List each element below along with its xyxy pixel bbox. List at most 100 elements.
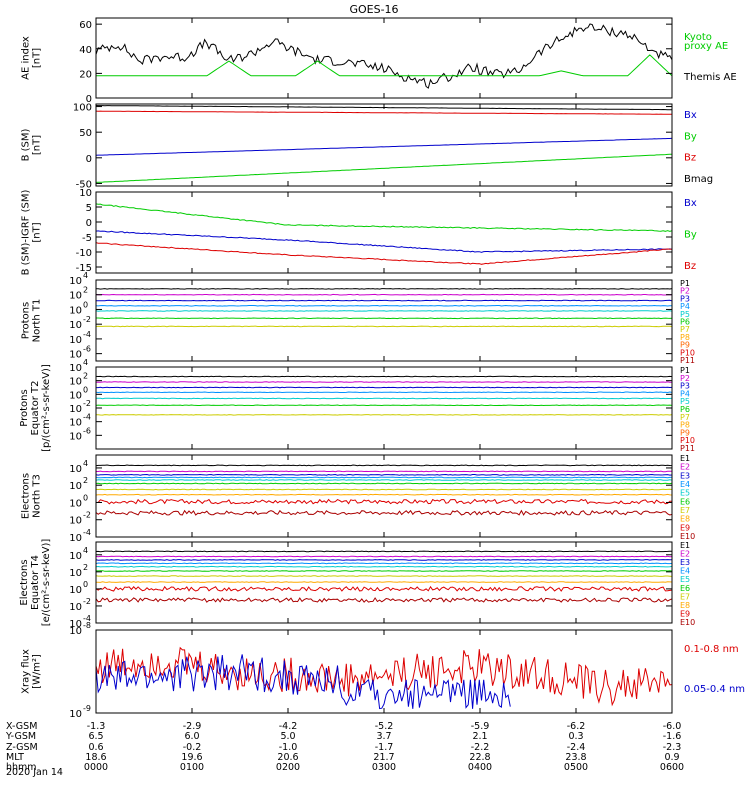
ytick-label: 10 <box>69 568 82 579</box>
legend-Bx: Bx <box>684 110 697 121</box>
plot-area-enorth <box>96 464 672 516</box>
ylabel-line: Protons <box>21 302 32 339</box>
ytick-label: 10 <box>69 551 82 562</box>
footer-value: 21.7 <box>373 752 394 763</box>
footer-value: 6.0 <box>184 731 199 742</box>
series-pequator-P5 <box>96 397 672 400</box>
series-enorth-E2 <box>96 470 672 473</box>
series-eequator-E10 <box>96 597 672 603</box>
series-bigrf-By <box>96 203 672 232</box>
ytick-label: 0 <box>86 94 92 105</box>
ytick-label: 10 <box>69 276 82 287</box>
legend-E1: E1 <box>680 454 690 463</box>
footer-label-Y-GSM: Y-GSM <box>5 731 36 742</box>
series-enorth-E3 <box>96 473 672 476</box>
series-enorth-E6 <box>96 482 672 485</box>
legend-P3: P3 <box>680 294 690 303</box>
legend-P1: P1 <box>680 366 690 375</box>
ylabel-line: Equator T2 <box>30 381 41 436</box>
series-pequator-P7 <box>96 414 672 416</box>
ytick-exponent: -4 <box>83 330 91 339</box>
ytick-exponent: 0 <box>83 493 88 502</box>
ytick-exponent: -2 <box>83 597 91 606</box>
ylabel-line: North T3 <box>32 474 43 518</box>
legend-Bz: Bz <box>684 261 696 272</box>
series-bsm-Bz <box>96 110 672 115</box>
legend-P8: P8 <box>680 333 690 342</box>
legend-E7: E7 <box>680 506 690 515</box>
ylabel-line: [e/(cm²-s-sr-keV)] <box>41 539 52 627</box>
legend-P9: P9 <box>680 428 690 437</box>
legend-Bmag: Bmag <box>684 174 713 185</box>
plot-area-pequator <box>96 375 672 416</box>
plot-area-bsm <box>96 105 672 183</box>
legend-Bz: Bz <box>684 153 696 164</box>
series-eequator-E3 <box>96 559 672 561</box>
ytick-exponent: 4 <box>83 459 88 468</box>
legend-P2: P2 <box>680 374 690 383</box>
ytick-exponent: -4 <box>83 528 91 537</box>
footer-value: -6.2 <box>567 721 586 732</box>
legend-0-1-0-8-nm: 0.1-0.8 nm <box>684 644 739 655</box>
ytick-exponent: 0 <box>83 385 88 394</box>
ytick-label: 40 <box>79 45 92 56</box>
legend-E3: E3 <box>680 558 690 567</box>
panel-bigrf: -15 -10 -5 0 5 10 B (SM)-IGRF (SM) [nT] Bx By Bz <box>21 188 697 275</box>
ytick-label: 10 <box>69 418 82 429</box>
series-bigrf-Bz <box>96 242 672 265</box>
series-eequator-E1 <box>96 550 672 553</box>
series-eequator-E4 <box>96 562 672 565</box>
footer-value: 0000 <box>84 762 108 773</box>
legend-E10: E10 <box>680 532 695 541</box>
ylabel-line: Electrons <box>19 559 30 605</box>
footer-value: 0100 <box>180 762 204 773</box>
legend-E7: E7 <box>680 592 690 601</box>
series-eequator-E8 <box>96 581 672 583</box>
ytick-label: 10 <box>69 709 82 720</box>
ytick-label: 0 <box>86 154 92 165</box>
series-bsm-Bx <box>96 137 672 156</box>
ytick-label: -50 <box>76 179 92 190</box>
panel-frame <box>95 191 673 274</box>
footer-value: -2.2 <box>471 742 490 753</box>
ytick-exponent: 4 <box>83 271 88 280</box>
ytick-label: 50 <box>79 128 92 139</box>
ytick-label: 10 <box>69 602 82 613</box>
ytick-exponent: -8 <box>83 621 91 630</box>
legend-E5: E5 <box>680 489 690 498</box>
footer-value: 18.6 <box>85 752 106 763</box>
legend-E9: E9 <box>680 523 690 532</box>
series-pnorth-P6 <box>96 317 672 320</box>
ylabel-line: Electrons <box>21 473 32 519</box>
ytick-exponent: -2 <box>83 399 91 408</box>
footer-value: 6.5 <box>88 731 103 742</box>
ylabel-line: Equator T4 <box>30 555 41 610</box>
legend-P11: P11 <box>680 444 695 453</box>
series-bsm-By <box>96 153 672 183</box>
ylabel-line: North T1 <box>32 299 43 343</box>
series-pnorth-P3 <box>96 299 672 302</box>
series-bigrf-Bx <box>96 230 672 253</box>
series-enorth-E10 <box>96 509 672 516</box>
footer-value: -1.7 <box>375 742 394 753</box>
ytick-exponent: -2 <box>83 315 91 324</box>
ytick-label: 0 <box>86 218 92 229</box>
ylabel-line: [nT] <box>32 222 43 242</box>
ytick-exponent: 2 <box>83 286 88 295</box>
ytick-exponent: -4 <box>83 413 91 422</box>
legend-By: By <box>684 131 697 142</box>
legend-E2: E2 <box>680 463 690 472</box>
ytick-exponent: -6 <box>83 345 91 354</box>
footer-value: -5.9 <box>471 721 490 732</box>
legend-P11: P11 <box>680 356 695 365</box>
series-pnorth-P2 <box>96 293 672 296</box>
ylabel-line: [nT] <box>32 135 43 155</box>
ylabel-line: B (SM)-IGRF (SM) <box>21 190 32 276</box>
footer-value: -1.3 <box>87 721 106 732</box>
legend-P5: P5 <box>680 310 690 319</box>
footer-value: 23.8 <box>565 752 586 763</box>
